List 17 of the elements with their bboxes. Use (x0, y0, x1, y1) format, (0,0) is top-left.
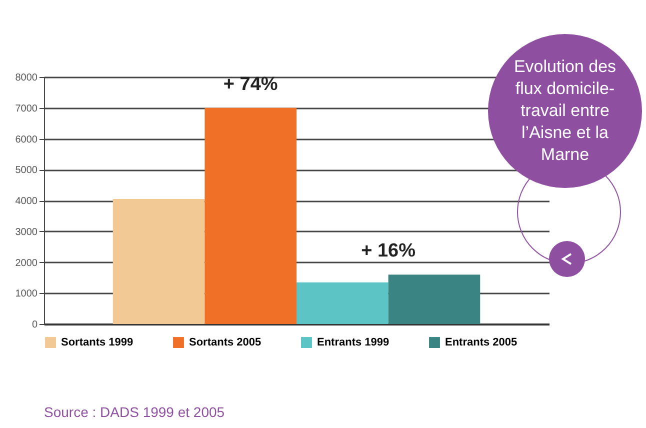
annotation: + 16% (361, 240, 416, 262)
legend-label: Sortants 2005 (189, 336, 262, 349)
legend-label: Sortants 1999 (61, 336, 134, 349)
source-note: Source : DADS 1999 et 2005 (44, 404, 225, 420)
y-tick-label: 4000 (15, 196, 38, 207)
y-tick-label: 5000 (15, 165, 38, 176)
legend-label: Entrants 1999 (317, 336, 390, 349)
y-tick-label: 2000 (15, 258, 38, 269)
circle-badge: Evolution des flux domicile-travail entre l’Aisne et la Marne (488, 34, 642, 188)
y-tick-label: 3000 (15, 226, 38, 238)
legend-label: Entrants 2005 (445, 336, 518, 349)
y-tick-label: 0 (32, 320, 38, 330)
annotation: + 74% (223, 74, 278, 95)
y-tick-label: 6000 (15, 134, 38, 146)
y-tick-label: 8000 (15, 72, 38, 84)
y-tick-label: 1000 (15, 288, 38, 300)
y-tick-label: 7000 (15, 103, 38, 114)
